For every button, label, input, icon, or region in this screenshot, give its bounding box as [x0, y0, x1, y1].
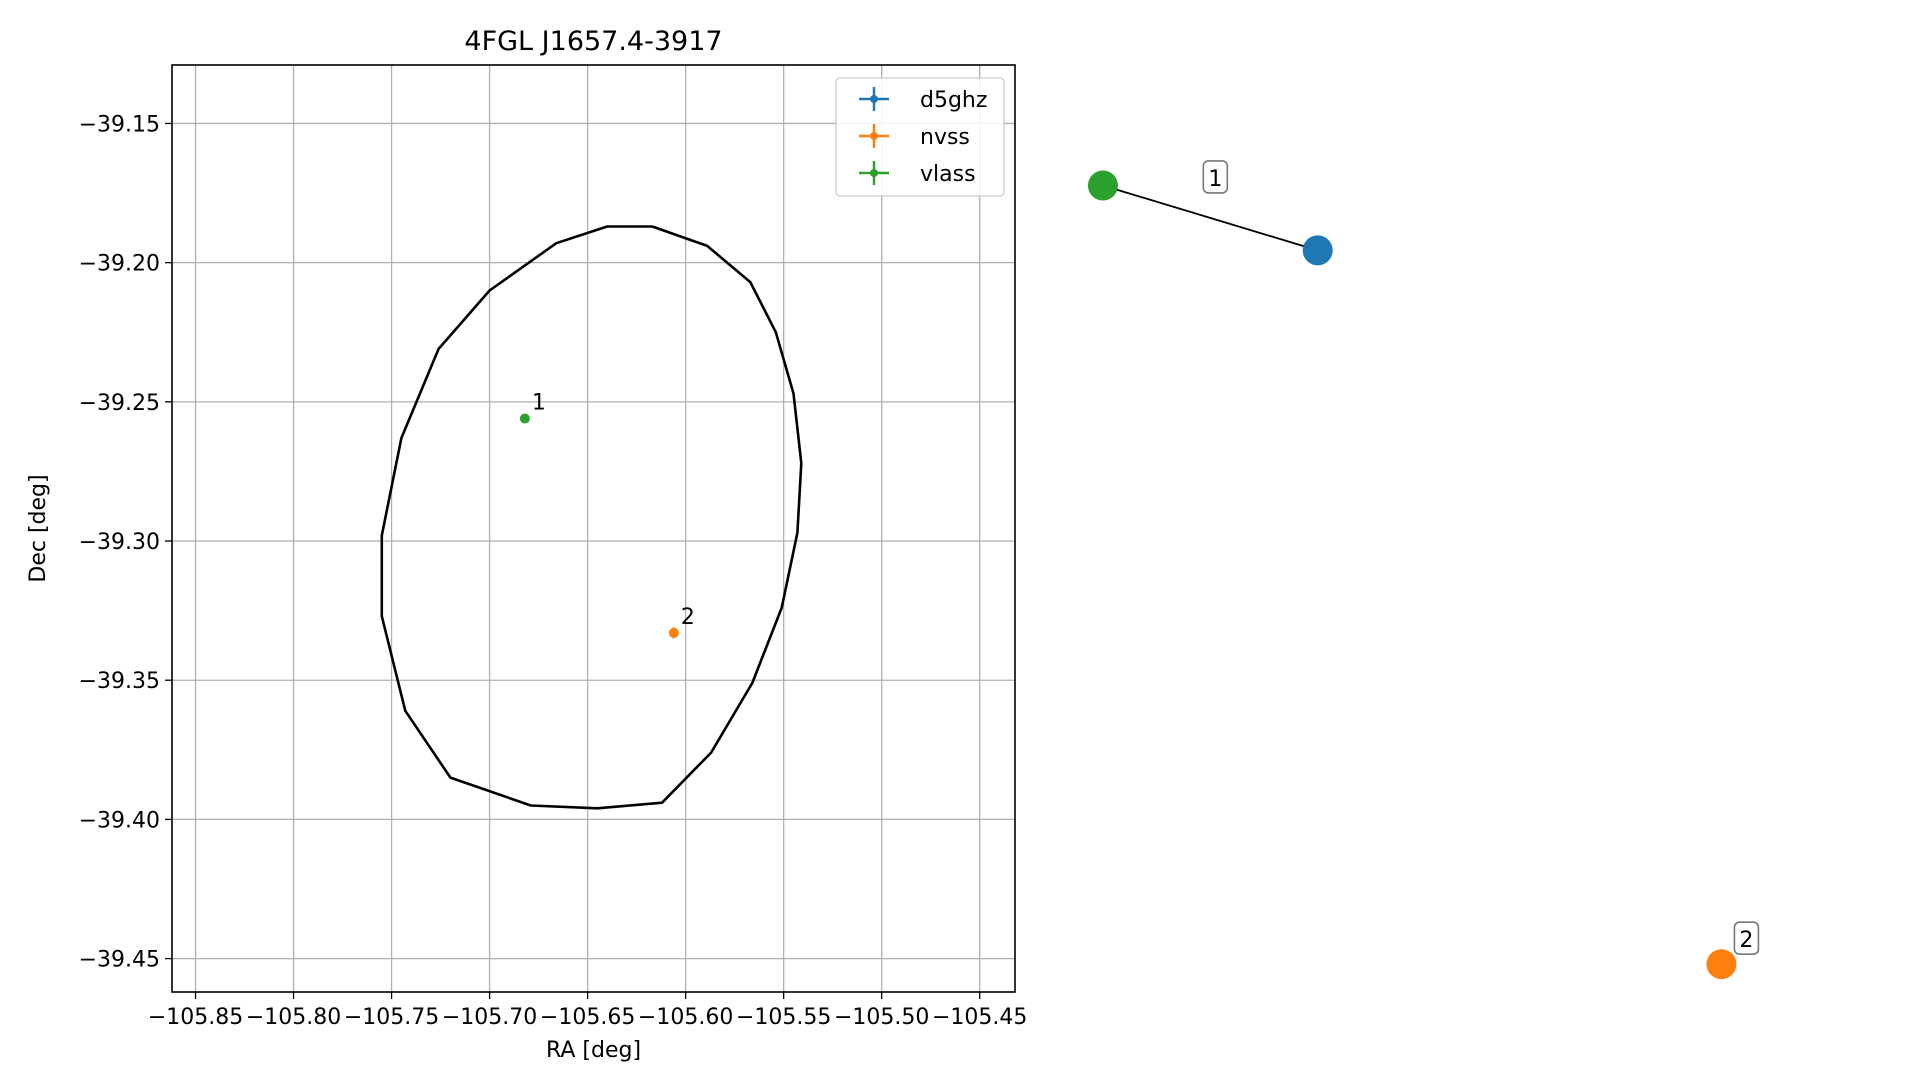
- y-tick-label: −39.15: [79, 112, 160, 137]
- point-annotation: 2: [681, 605, 695, 630]
- legend-marker-dot: [870, 132, 878, 140]
- x-axis-ticks: −105.85 −105.80 −105.75 −105.70 −105.65 −105.…: [148, 992, 1027, 1030]
- x-tick-label: −105.65: [540, 1005, 635, 1030]
- legend: d5ghz nvss vlass: [835, 77, 1005, 197]
- legend-marker-dot: [870, 95, 878, 103]
- axes-frame: [171, 64, 1016, 993]
- legend-entry-d5ghz: d5ghz: [859, 87, 987, 113]
- graph-node-d5ghz: [1302, 235, 1333, 266]
- y-axis-ticks: −39.15 −39.20 −39.25 −39.30 −39.35 −39.40 −39.…: [79, 112, 172, 973]
- node-label: 2: [1739, 928, 1753, 953]
- network-graph: 12: [1087, 160, 1760, 980]
- graph-node-nvss: [1706, 949, 1737, 980]
- legend-label: nvss: [920, 125, 970, 150]
- scatter-plot: 4FGL J1657.4-3917 21 −105.85 −105.80 −105.…: [26, 26, 1027, 1063]
- plot-title: 4FGL J1657.4-3917: [464, 26, 722, 57]
- y-tick-label: −39.35: [79, 669, 160, 694]
- point-annotation: 1: [532, 391, 546, 416]
- legend-entry-nvss: nvss: [859, 124, 970, 150]
- edge-label-box: [1202, 160, 1229, 194]
- y-tick-label: −39.40: [79, 808, 160, 833]
- data-point-vlass: [519, 413, 530, 424]
- legend-marker-dot: [870, 169, 878, 177]
- graph-node-vlass: [1087, 170, 1118, 201]
- data-point-nvss: [668, 627, 679, 638]
- y-tick-label: −39.20: [79, 252, 160, 277]
- legend-box: [835, 77, 1005, 197]
- x-tick-label: −105.45: [932, 1005, 1027, 1030]
- y-tick-label: −39.25: [79, 391, 160, 416]
- x-tick-label: −105.50: [834, 1005, 929, 1030]
- edge-label: 1: [1208, 167, 1222, 192]
- legend-entry-vlass: vlass: [859, 161, 976, 187]
- grid: [172, 65, 1015, 992]
- x-tick-label: −105.70: [442, 1005, 537, 1030]
- x-tick-label: −105.80: [246, 1005, 341, 1030]
- x-tick-label: −105.60: [638, 1005, 733, 1030]
- legend-label: vlass: [920, 162, 976, 187]
- x-tick-label: −105.75: [344, 1005, 439, 1030]
- legend-label: d5ghz: [920, 88, 987, 113]
- node-label-box: [1733, 921, 1760, 955]
- x-tick-label: −105.55: [736, 1005, 831, 1030]
- y-axis-label: Dec [deg]: [26, 474, 51, 582]
- y-tick-label: −39.45: [79, 948, 160, 973]
- localization-ellipse: [380, 225, 803, 810]
- ellipse-layer: [380, 225, 803, 810]
- x-tick-label: −105.85: [148, 1005, 243, 1030]
- graph-edge: [1102, 184, 1318, 252]
- x-axis-label: RA [deg]: [546, 1038, 641, 1063]
- points-layer: 21: [519, 391, 695, 639]
- y-tick-label: −39.30: [79, 530, 160, 555]
